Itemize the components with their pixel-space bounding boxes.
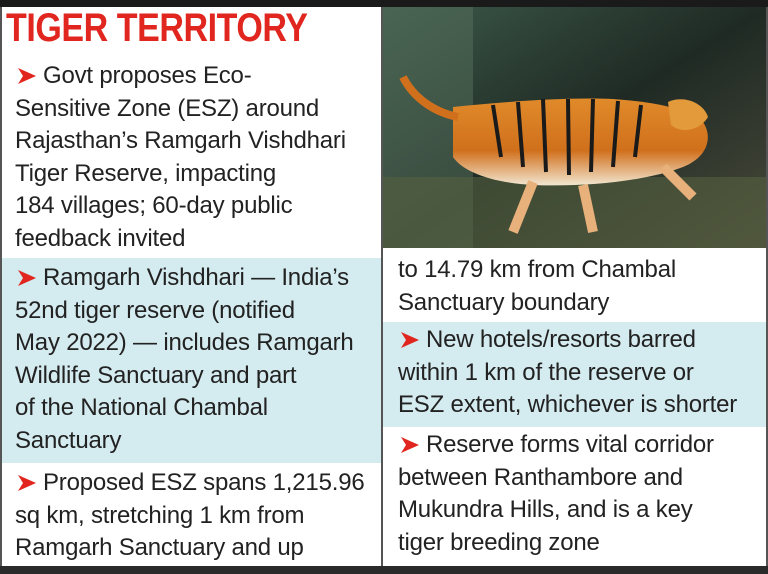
bullet-line: Govt proposes Eco- (43, 62, 252, 89)
column-divider (381, 7, 383, 574)
bullet-box (0, 463, 381, 566)
bullet-line: 52nd tiger reserve (notified (15, 296, 295, 324)
bullet-line: May 2022) — includes Ramgarh (15, 329, 354, 356)
bullet-line: Sanctuary boundary (398, 288, 610, 316)
bullet-line: Sanctuary (15, 426, 122, 454)
bullet-arrow (401, 437, 419, 453)
bullet-arrow (18, 270, 36, 286)
bullet-box (383, 248, 768, 322)
border (0, 7, 2, 567)
bullet-line: New hotels/resorts barred (426, 326, 696, 353)
bullet-line: to 14.79 km from Chambal (398, 256, 676, 283)
bullet-line: tiger breeding zone (398, 528, 600, 556)
bullet-box (0, 258, 381, 463)
bullet-line: of the National Chambal (15, 394, 268, 421)
bullet-arrow (401, 332, 419, 348)
top-bar (0, 0, 768, 7)
bullet-line: feedback invited (15, 224, 186, 252)
bullet-line: within 1 km of the reserve or (398, 358, 694, 386)
bullet-box (383, 322, 768, 427)
bullet-line: Ramgarh Sanctuary and up (15, 534, 304, 561)
bullet-box (383, 427, 768, 566)
bullet-line: Ramgarh Vishdhari — India’s (43, 264, 349, 291)
bullet-line: Mukundra Hills, and is a key (398, 496, 693, 523)
bullet-line: between Ranthambore and (398, 463, 683, 491)
bottom-bar (0, 566, 768, 574)
bullet-line: Wildlife Sanctuary and part (15, 361, 297, 389)
bullet-line: Proposed ESZ spans 1,215.96 (43, 469, 365, 496)
bullet-arrow (18, 475, 36, 491)
title: TIGER TERRITORY (6, 6, 308, 50)
bullet-arrow (18, 68, 36, 84)
bullet-line: 184 villages; 60-day public (15, 192, 293, 219)
bullet-line: Sensitive Zone (ESZ) around (15, 94, 320, 122)
bullet-line: sq km, stretching 1 km from (15, 501, 305, 529)
bullet-line: ESZ extent, whichever is shorter (398, 391, 738, 418)
tiger-photo (383, 7, 768, 248)
bullet-box (0, 50, 381, 258)
bullet-line: Reserve forms vital corridor (426, 431, 714, 458)
bullet-line: Rajasthan’s Ramgarh Vishdhari (15, 127, 346, 154)
border (766, 7, 768, 567)
bullet-line: Tiger Reserve, impacting (15, 159, 277, 187)
